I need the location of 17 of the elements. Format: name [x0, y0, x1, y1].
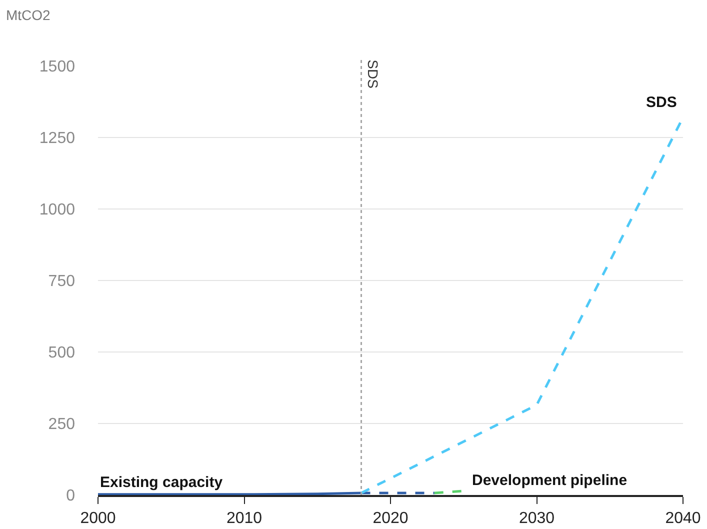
- series-label: Development pipeline: [472, 472, 628, 489]
- x-tick-label: 2020: [372, 510, 408, 527]
- ref-line-label: SDS: [365, 60, 382, 88]
- x-tick-label: 2030: [518, 510, 555, 527]
- y-axis-title: MtCO2: [6, 7, 51, 23]
- y-tick-label: 750: [48, 273, 76, 290]
- series-label: Existing capacity: [100, 474, 224, 491]
- y-tick-label: 0: [66, 488, 76, 505]
- y-tick-label: 1500: [39, 58, 76, 76]
- x-tick-label: 2000: [80, 510, 116, 527]
- y-tick-label: 500: [48, 344, 76, 362]
- series-label: SDS: [646, 94, 677, 111]
- y-tick-label: 1250: [39, 130, 76, 148]
- x-tick-label: 2010: [226, 510, 262, 527]
- x-tick-label: 2040: [665, 510, 701, 527]
- y-tick-label: 250: [48, 416, 76, 434]
- y-tick-label: 1000: [39, 202, 76, 219]
